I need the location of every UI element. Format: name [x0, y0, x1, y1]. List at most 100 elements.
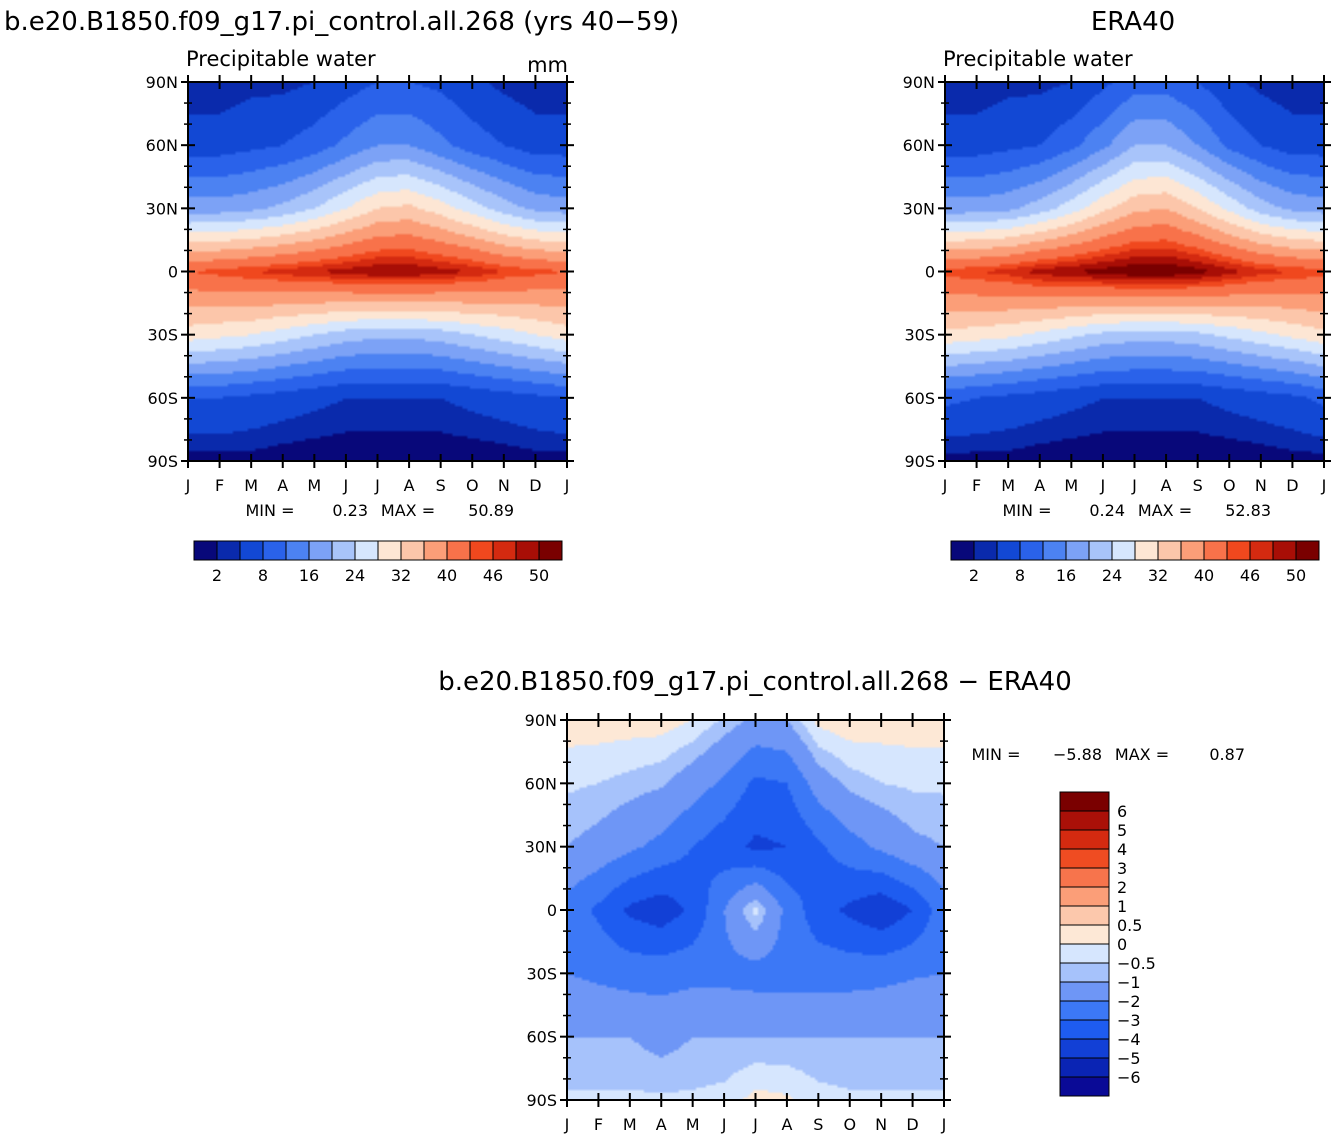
- y-tick-label: 30N: [903, 199, 935, 218]
- colorbar-label: 1: [1117, 897, 1127, 916]
- colorbar-label: 40: [1194, 566, 1214, 585]
- colorbar-label: 3: [1117, 859, 1127, 878]
- x-tick-label: A: [1034, 476, 1045, 495]
- colorbar-label: −1: [1117, 973, 1141, 992]
- y-tick-label: 30N: [146, 199, 178, 218]
- diff-max-label: MAX =: [1115, 745, 1169, 764]
- colorbar-box: [1042, 540, 1067, 561]
- colorbar-box: [469, 540, 494, 561]
- colorbar-box: [515, 540, 540, 561]
- colorbar-label: 2: [1117, 878, 1127, 897]
- x-tick-label: A: [656, 1115, 667, 1134]
- y-tick-label: 30N: [525, 838, 557, 857]
- colorbar-box: [1157, 540, 1182, 561]
- colorbar-box: [193, 540, 218, 561]
- colorbar-box: [1059, 1038, 1110, 1059]
- colorbar-label: 50: [1286, 566, 1306, 585]
- y-tick-label: 60S: [526, 1028, 557, 1047]
- colorbar-box: [1059, 829, 1110, 850]
- colorbar-label: −4: [1117, 1030, 1141, 1049]
- x-tick-label: J: [343, 476, 349, 495]
- era40-max-label: MAX =: [1138, 501, 1192, 520]
- y-tick-label: 60N: [146, 136, 178, 155]
- diff-max-value: 0.87: [1209, 745, 1245, 764]
- colorbar-box: [1059, 981, 1110, 1002]
- x-tick-label: A: [1161, 476, 1172, 495]
- colorbar-box: [996, 540, 1021, 561]
- diff-min-value: −5.88: [1053, 745, 1102, 764]
- y-tick-label: 90N: [525, 711, 557, 730]
- y-tick-label: 90S: [147, 452, 178, 471]
- model-colorbar: 2 8 16 24 32 40 46 50: [193, 540, 563, 585]
- heatmap-field: [567, 720, 944, 1100]
- x-tick-label: D: [529, 476, 541, 495]
- colorbar-box: [1059, 905, 1110, 926]
- diff-title: b.e20.B1850.f09_g17.pi_control.all.268 −…: [438, 667, 1071, 697]
- colorbar-box: [400, 540, 425, 561]
- y-tick-label: 90S: [904, 452, 935, 471]
- colorbar-label: −6: [1117, 1068, 1141, 1087]
- x-tick-label: S: [1193, 476, 1203, 495]
- x-tick-label: J: [564, 1115, 570, 1134]
- x-tick-label: N: [875, 1115, 887, 1134]
- colorbar-label: 46: [483, 566, 503, 585]
- colorbar-box: [1019, 540, 1044, 561]
- x-tick-label: S: [436, 476, 446, 495]
- x-tick-label: J: [721, 1115, 727, 1134]
- x-tick-label: J: [1321, 476, 1327, 495]
- y-tick-label: 0: [547, 901, 557, 920]
- x-tick-label: F: [215, 476, 224, 495]
- colorbar-label: 46: [1240, 566, 1260, 585]
- x-tick-label: J: [1100, 476, 1106, 495]
- x-tick-label: M: [1001, 476, 1015, 495]
- colorbar-box: [331, 540, 356, 561]
- colorbar-label: 2: [969, 566, 979, 585]
- colorbar-box: [1134, 540, 1159, 561]
- y-tick-label: 60S: [904, 389, 935, 408]
- colorbar-box: [1180, 540, 1205, 561]
- colorbar-box: [216, 540, 241, 561]
- heatmap-field: [945, 82, 1324, 461]
- model-min-value: 0.23: [332, 501, 368, 520]
- colorbar-label: −3: [1117, 1011, 1141, 1030]
- colorbar-label: 2: [212, 566, 222, 585]
- colorbar-box: [950, 540, 975, 561]
- x-tick-label: O: [1223, 476, 1236, 495]
- colorbar-label: 24: [1102, 566, 1122, 585]
- x-tick-label: M: [307, 476, 321, 495]
- colorbar-box: [1059, 867, 1110, 888]
- colorbar-label: −2: [1117, 992, 1141, 1011]
- colorbar-box: [1059, 848, 1110, 869]
- colorbar-box: [446, 540, 471, 561]
- y-tick-label: 60N: [525, 774, 557, 793]
- x-tick-label: N: [1255, 476, 1267, 495]
- x-tick-label: J: [374, 476, 380, 495]
- y-tick-label: 60N: [903, 136, 935, 155]
- x-tick-label: J: [564, 476, 570, 495]
- model-max-value: 50.89: [468, 501, 514, 520]
- x-tick-label: M: [623, 1115, 637, 1134]
- colorbar-box: [1059, 791, 1110, 812]
- x-tick-label: J: [941, 1115, 947, 1134]
- y-tick-label: 0: [925, 263, 935, 282]
- era40-title: ERA40: [1091, 7, 1175, 37]
- colorbar-box: [1203, 540, 1228, 561]
- x-tick-label: D: [1286, 476, 1298, 495]
- colorbar-label: 16: [299, 566, 319, 585]
- era40-min-label: MIN =: [1003, 501, 1052, 520]
- panel-difference: b.e20.B1850.f09_g17.pi_control.all.268 −…: [438, 667, 1245, 1134]
- x-tick-label: J: [1131, 476, 1137, 495]
- x-tick-label: O: [466, 476, 479, 495]
- x-tick-label: A: [277, 476, 288, 495]
- colorbar-label: 4: [1117, 840, 1127, 859]
- y-tick-label: 30S: [904, 326, 935, 345]
- y-tick-label: 90N: [146, 73, 178, 92]
- model-subtitle: Precipitable water: [186, 47, 376, 71]
- colorbar-box: [1272, 540, 1297, 561]
- colorbar-box: [1088, 540, 1113, 561]
- y-tick-label: 60S: [147, 389, 178, 408]
- colorbar-label: 32: [1148, 566, 1168, 585]
- x-tick-label: A: [404, 476, 415, 495]
